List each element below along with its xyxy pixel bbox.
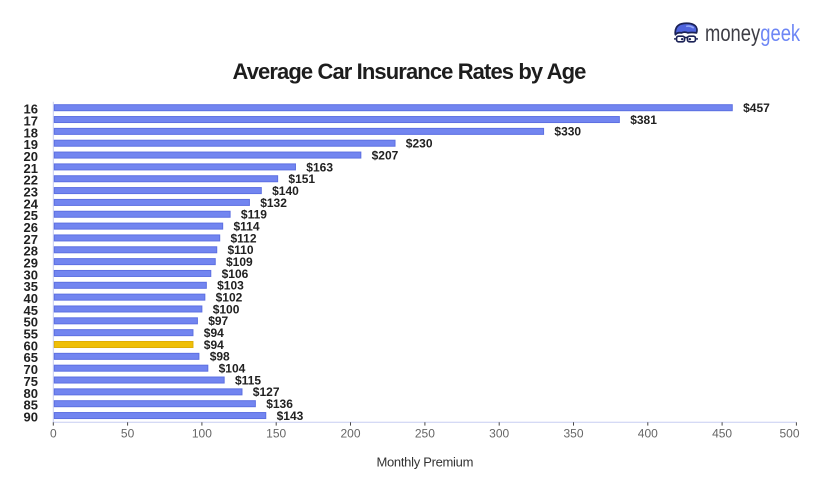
svg-text:500: 500 <box>779 426 799 440</box>
svg-text:16: 16 <box>24 102 38 117</box>
svg-text:$207: $207 <box>372 148 399 162</box>
svg-text:$457: $457 <box>743 101 770 115</box>
svg-text:22: 22 <box>24 173 38 188</box>
svg-text:$104: $104 <box>219 362 246 376</box>
svg-text:$381: $381 <box>630 113 657 127</box>
svg-text:20: 20 <box>24 149 38 164</box>
svg-text:40: 40 <box>24 291 38 306</box>
svg-text:19: 19 <box>24 137 38 152</box>
svg-text:Monthly Premium: Monthly Premium <box>376 454 473 469</box>
svg-text:28: 28 <box>24 244 38 259</box>
svg-text:$106: $106 <box>222 267 249 281</box>
svg-text:$103: $103 <box>217 279 244 293</box>
svg-text:400: 400 <box>638 426 658 440</box>
svg-text:250: 250 <box>415 426 435 440</box>
svg-text:$132: $132 <box>260 196 287 210</box>
svg-text:35: 35 <box>24 279 38 294</box>
svg-text:150: 150 <box>266 426 286 440</box>
svg-text:90: 90 <box>24 409 38 424</box>
svg-text:$136: $136 <box>266 397 293 411</box>
svg-text:30: 30 <box>24 267 38 282</box>
svg-text:$109: $109 <box>226 255 253 269</box>
svg-text:27: 27 <box>24 232 38 247</box>
svg-text:$140: $140 <box>272 184 299 198</box>
svg-text:$114: $114 <box>234 219 260 233</box>
svg-text:17: 17 <box>24 113 38 128</box>
svg-text:70: 70 <box>24 362 38 377</box>
svg-text:$119: $119 <box>241 208 267 222</box>
svg-text:100: 100 <box>192 426 212 440</box>
svg-text:26: 26 <box>24 220 38 235</box>
svg-text:300: 300 <box>489 426 509 440</box>
svg-text:80: 80 <box>24 386 38 401</box>
svg-text:$115: $115 <box>235 373 261 387</box>
svg-text:$100: $100 <box>213 302 240 316</box>
svg-text:50: 50 <box>24 315 38 330</box>
svg-text:$97: $97 <box>208 314 228 328</box>
svg-text:65: 65 <box>24 350 38 365</box>
svg-text:55: 55 <box>24 327 38 342</box>
svg-text:21: 21 <box>24 161 38 176</box>
svg-text:$151: $151 <box>288 172 315 186</box>
svg-text:$98: $98 <box>210 350 230 364</box>
svg-text:$94: $94 <box>204 326 224 340</box>
svg-text:18: 18 <box>24 125 38 140</box>
svg-text:25: 25 <box>24 208 38 223</box>
svg-text:$330: $330 <box>554 125 581 139</box>
svg-text:450: 450 <box>712 426 732 440</box>
svg-text:75: 75 <box>24 374 38 389</box>
svg-text:$112: $112 <box>231 231 257 245</box>
svg-text:$110: $110 <box>228 243 254 257</box>
svg-text:$127: $127 <box>253 385 280 399</box>
svg-text:200: 200 <box>340 426 360 440</box>
svg-text:29: 29 <box>24 256 38 271</box>
svg-text:350: 350 <box>563 426 583 440</box>
svg-text:$163: $163 <box>306 160 333 174</box>
svg-text:45: 45 <box>24 303 38 318</box>
svg-text:50: 50 <box>121 426 135 440</box>
svg-text:23: 23 <box>24 184 38 199</box>
svg-text:$94: $94 <box>204 338 224 352</box>
svg-text:$143: $143 <box>277 409 304 423</box>
svg-text:$230: $230 <box>406 137 433 151</box>
svg-text:24: 24 <box>24 196 39 211</box>
svg-text:60: 60 <box>24 338 38 353</box>
svg-text:0: 0 <box>50 426 57 440</box>
svg-text:$102: $102 <box>216 290 243 304</box>
svg-text:85: 85 <box>24 398 38 413</box>
